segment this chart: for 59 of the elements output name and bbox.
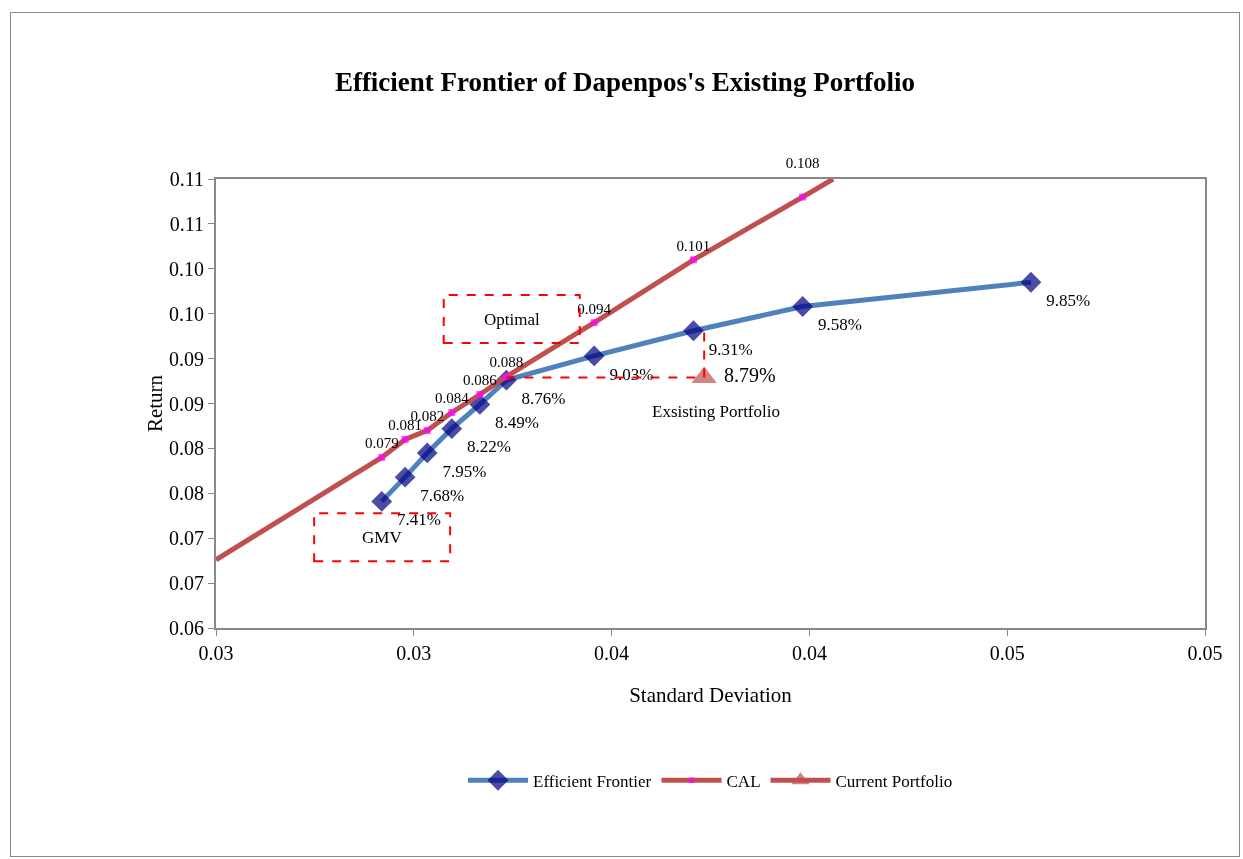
y-tick-label: 0.06	[169, 617, 204, 639]
y-tick-label: 0.11	[169, 212, 204, 235]
point	[683, 320, 704, 342]
x-tick-label: 0.04	[791, 642, 827, 664]
data-label: 9.03%	[605, 364, 658, 384]
legend-label: Efficient Frontier	[533, 771, 652, 791]
annotation: Exsisting Portfolio	[652, 402, 780, 421]
x-tick-label: 0.03	[198, 642, 234, 664]
point	[583, 345, 605, 367]
point	[792, 296, 814, 317]
data-label: 0.088	[485, 354, 527, 371]
point	[423, 426, 431, 434]
data-label: 8.22%	[462, 437, 516, 457]
y-tick-label: 0.08	[169, 437, 204, 460]
point	[371, 490, 393, 512]
chart-title: Efficient Frontier of Dapenpos's Existing Portfolio	[334, 66, 916, 97]
point	[689, 256, 697, 264]
data-label: 0.079	[361, 435, 403, 452]
data-label: 7.68%	[416, 485, 469, 505]
data-label: 0.101	[672, 237, 715, 254]
data-label: 7.95%	[438, 461, 491, 481]
x-tick-label: 0.05	[989, 642, 1025, 664]
point	[799, 193, 807, 201]
y-tick-label: 0.09	[169, 347, 204, 370]
data-label: 0.086	[459, 372, 501, 389]
point	[590, 319, 598, 327]
data-label: 9.31%	[704, 339, 757, 359]
x-tick-label: 0.03	[396, 642, 432, 664]
y-tick-label: 0.10	[169, 302, 204, 325]
data-label: 9.85%	[1041, 291, 1095, 311]
data-label: 0.108	[782, 155, 824, 172]
point	[448, 408, 456, 416]
point	[394, 466, 416, 488]
data-label: 8.79%	[718, 364, 781, 387]
data-label: 8.76%	[517, 388, 570, 408]
y-axis-title: Return	[143, 374, 167, 433]
data-label: 7.41%	[392, 510, 446, 530]
y-tick-label: 0.09	[169, 392, 204, 415]
x-axis-title: Standard Deviation	[629, 683, 793, 707]
point	[378, 453, 386, 461]
annotation: Optimal	[484, 310, 540, 329]
x-tick-label: 0.04	[594, 642, 630, 664]
data-label: 8.49%	[490, 413, 544, 433]
data-label: 0.094	[573, 300, 615, 317]
y-tick-label: 0.07	[169, 527, 204, 550]
x-tick-label: 0.05	[1187, 642, 1223, 664]
data-label: 0.084	[431, 390, 473, 407]
point	[476, 391, 484, 399]
annotation: GMV	[362, 528, 403, 547]
point	[416, 442, 438, 464]
legend-label: CAL	[726, 771, 761, 791]
legend-label: Current Portfolio	[835, 771, 953, 791]
y-tick-label: 0.11	[169, 168, 204, 190]
point	[401, 435, 409, 443]
point	[1020, 271, 1042, 293]
y-tick-label: 0.07	[169, 572, 204, 595]
y-tick-label: 0.08	[169, 482, 204, 505]
y-tick-label: 0.10	[169, 257, 204, 280]
data-label: 9.58%	[813, 315, 867, 335]
